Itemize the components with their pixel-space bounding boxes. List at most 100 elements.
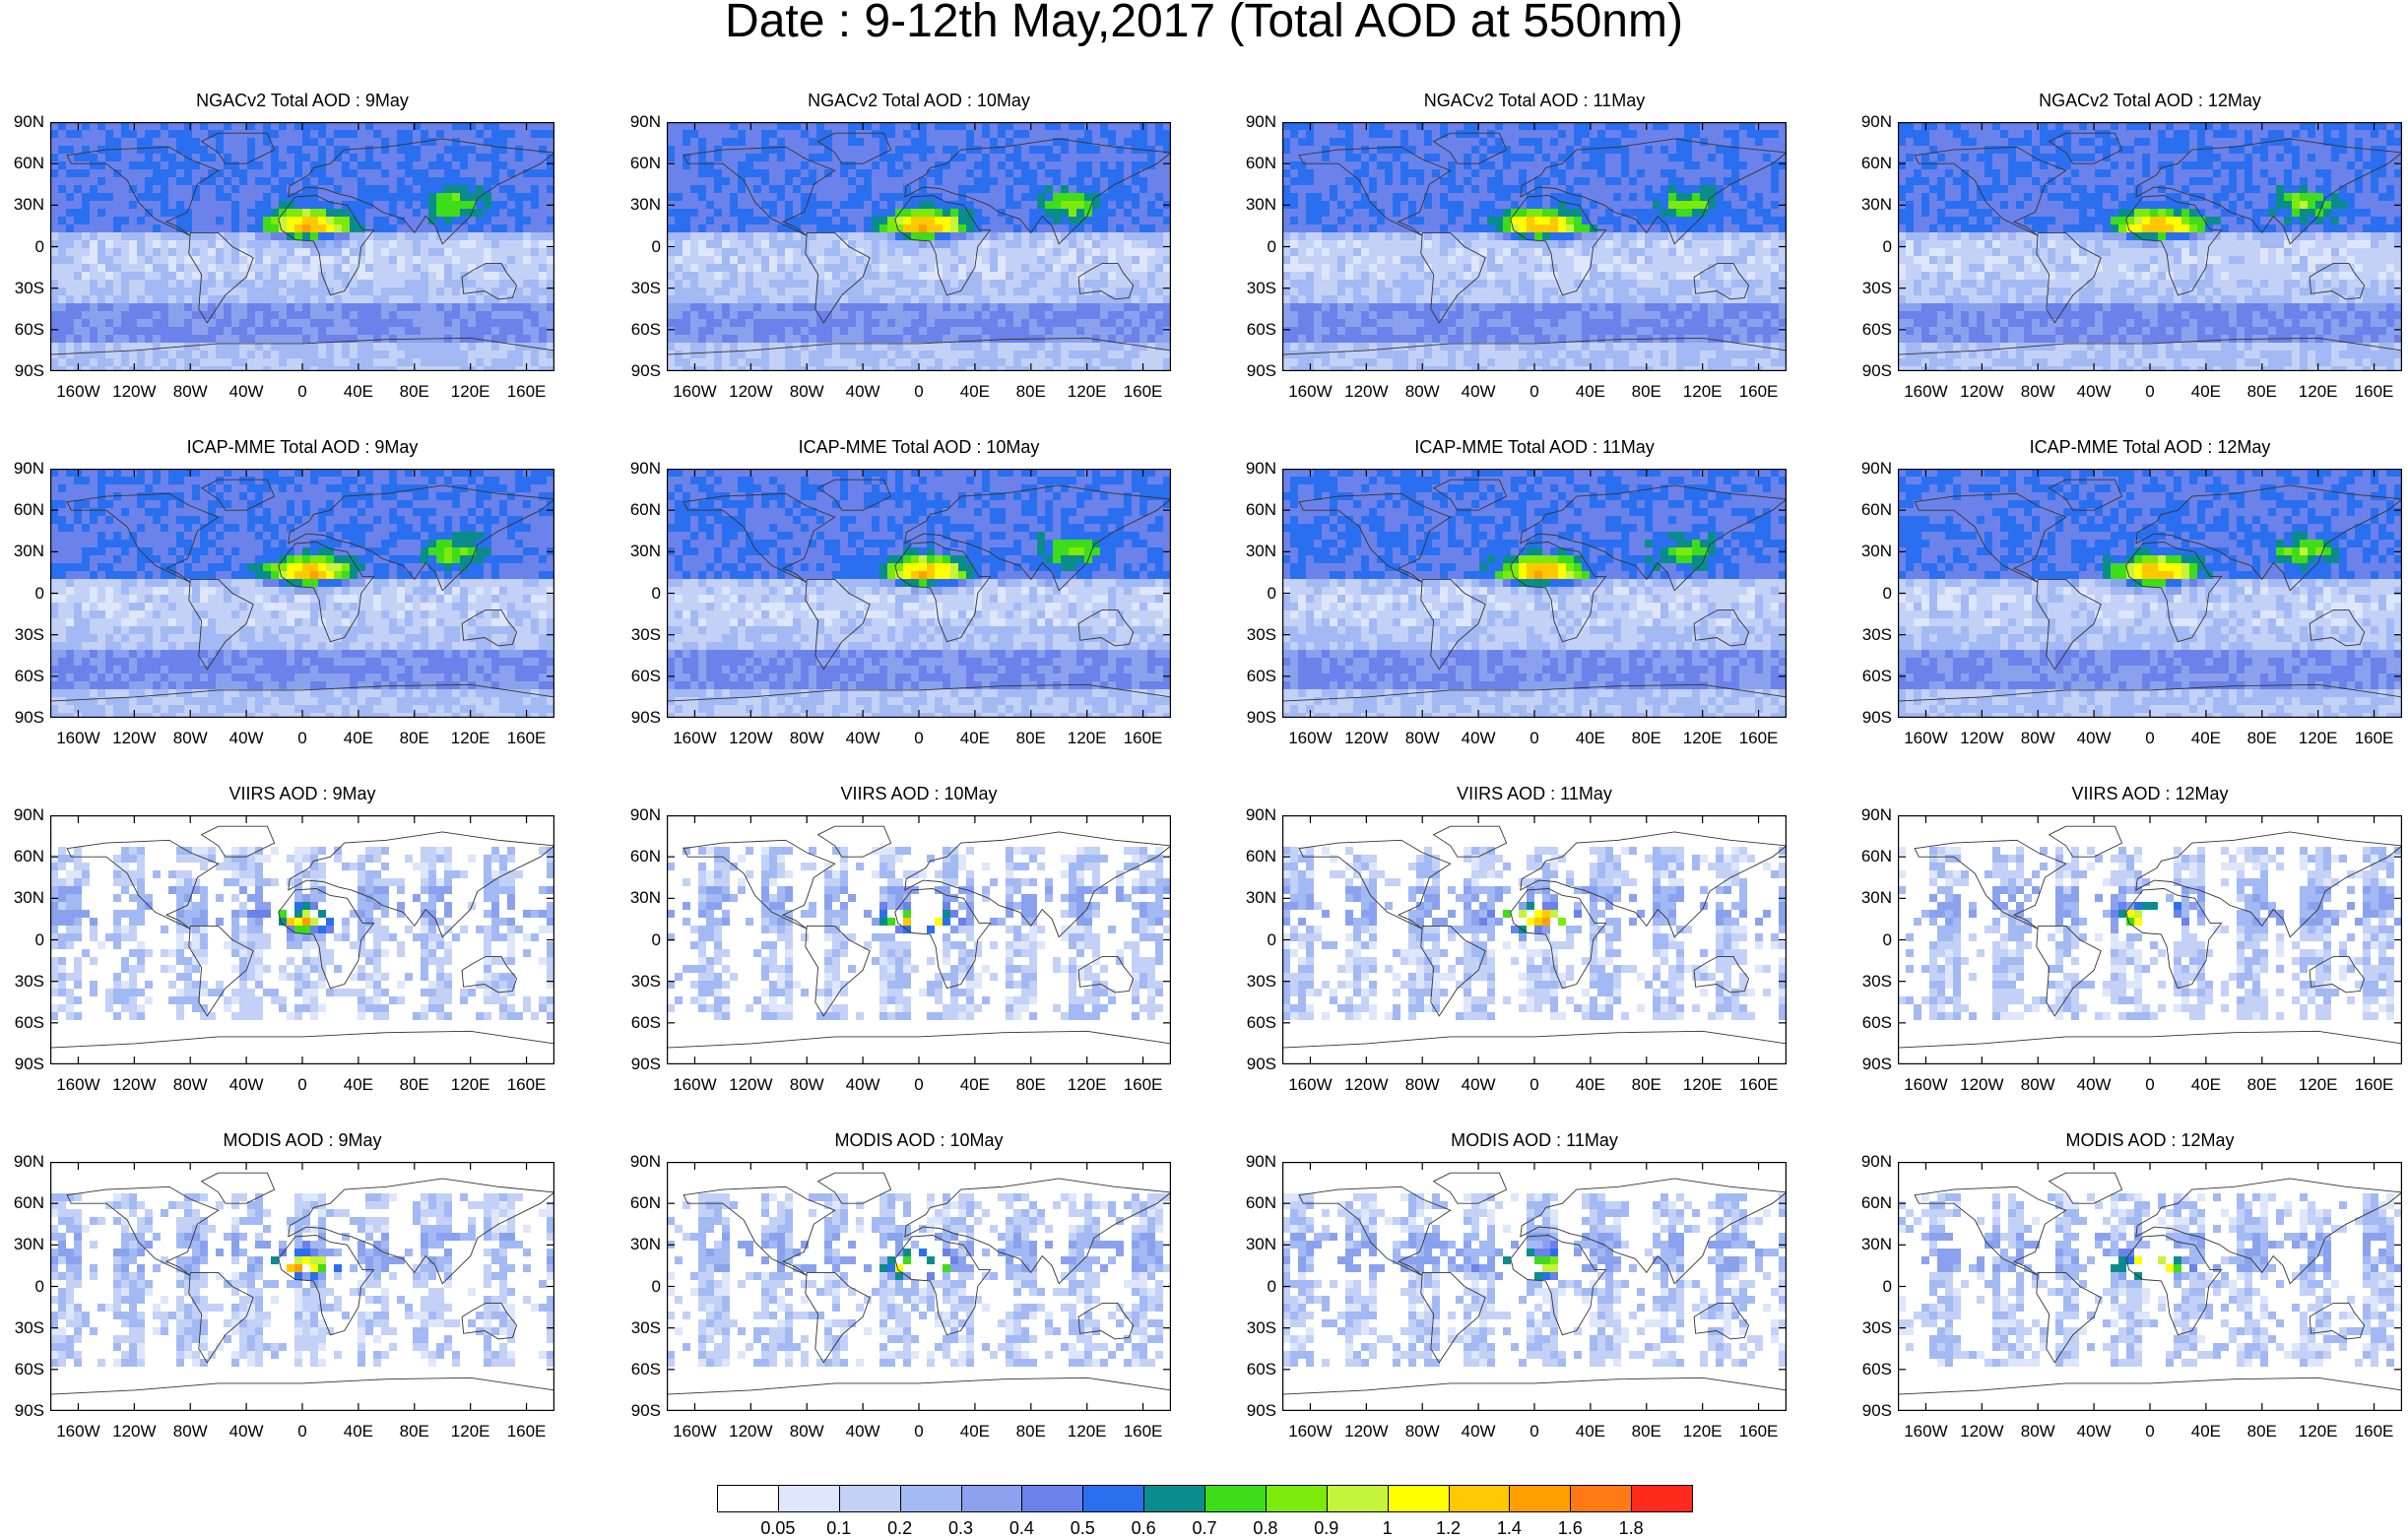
aod-cell (302, 264, 310, 272)
aod-cell (1045, 295, 1053, 303)
aod-cell (491, 272, 499, 280)
aod-cell (239, 209, 247, 217)
aod-cell (1542, 130, 1550, 138)
aod-cell (98, 311, 105, 319)
aod-cell (872, 185, 879, 193)
aod-cell (1124, 248, 1132, 256)
aod-cell (982, 280, 990, 288)
aod-cell (1322, 169, 1330, 177)
aod-cell (208, 256, 216, 264)
aod-cell (468, 248, 476, 256)
aod-cell (982, 327, 990, 335)
aod-cell (982, 272, 990, 280)
aod-cell (287, 343, 294, 351)
aod-cell (302, 154, 310, 161)
aod-cell (1314, 169, 1322, 177)
aod-cell (389, 161, 397, 169)
aod-cell (950, 248, 958, 256)
aod-cell (1542, 201, 1550, 209)
aod-cell (1163, 161, 1171, 169)
aod-cell (137, 209, 145, 217)
aod-cell (982, 295, 990, 303)
aod-cell (1108, 240, 1116, 248)
aod-cell (801, 358, 809, 366)
aod-cell (531, 240, 539, 248)
aod-cell (1755, 177, 1763, 185)
lon-label: 120W (727, 383, 774, 401)
aod-cell (761, 327, 769, 335)
aod-cell (358, 303, 365, 311)
aod-cell (958, 327, 966, 335)
aod-cell (192, 319, 200, 327)
aod-cell (903, 264, 911, 272)
aod-cell (1377, 154, 1385, 161)
aod-cell (168, 240, 176, 248)
aod-cell (334, 161, 342, 169)
aod-cell (1100, 311, 1108, 319)
aod-cell (460, 240, 468, 248)
aod-cell (271, 185, 279, 193)
aod-cell (698, 217, 706, 224)
aod-cell (730, 122, 738, 130)
aod-cell (113, 256, 121, 264)
aod-cell (192, 224, 200, 232)
aod-cell (350, 161, 358, 169)
aod-cell (1763, 201, 1771, 209)
aod-cell (98, 130, 105, 138)
aod-cell (990, 161, 998, 169)
aod-cell (358, 122, 365, 130)
aod-cell (1645, 185, 1653, 193)
aod-cell (1006, 169, 1013, 177)
aod-cell (919, 224, 927, 232)
aod-cell (145, 240, 153, 248)
aod-cell (239, 146, 247, 154)
aod-cell (365, 303, 373, 311)
aod-cell (547, 295, 554, 303)
aod-cell (872, 264, 879, 272)
aod-cell (864, 169, 872, 177)
aod-cell (1045, 185, 1053, 193)
aod-cell (90, 295, 98, 303)
aod-cell (58, 193, 66, 201)
aod-cell (428, 295, 436, 303)
aod-cell (793, 209, 801, 217)
aod-cell (848, 256, 856, 264)
aod-cell (318, 130, 326, 138)
aod-cell (1676, 201, 1684, 209)
aod-cell (208, 201, 216, 209)
aod-cell (943, 146, 950, 154)
aod-cell (1511, 146, 1519, 154)
lat-label: 90S (627, 362, 661, 380)
aod-cell (66, 177, 74, 185)
aod-cell (66, 201, 74, 209)
aod-cell (1464, 185, 1471, 193)
aod-cell (1021, 366, 1029, 371)
aod-cell (1139, 248, 1147, 256)
aod-cell (832, 248, 840, 256)
aod-cell (974, 232, 982, 240)
aod-cell (675, 295, 683, 303)
aod-cell (1298, 130, 1306, 138)
aod-cell (738, 122, 746, 130)
aod-cell (1763, 138, 1771, 146)
aod-cell (1037, 185, 1045, 193)
aod-cell (1108, 193, 1116, 201)
aod-cell (82, 288, 90, 295)
aod-cell (1314, 146, 1322, 154)
aod-cell (1069, 327, 1076, 335)
aod-cell (1330, 169, 1337, 177)
aod-cell (1006, 154, 1013, 161)
aod-cell (413, 193, 421, 201)
aod-cell (1645, 177, 1653, 185)
aod-cell (1124, 138, 1132, 146)
aod-cell (769, 169, 777, 177)
aod-cell (247, 272, 255, 280)
aod-cell (1708, 185, 1716, 193)
aod-cell (856, 154, 864, 161)
aod-cell (263, 366, 271, 371)
aod-cell (294, 351, 302, 358)
aod-cell (1100, 193, 1108, 201)
aod-cell (1385, 169, 1393, 177)
aod-cell (1511, 177, 1519, 185)
aod-cell (50, 161, 58, 169)
